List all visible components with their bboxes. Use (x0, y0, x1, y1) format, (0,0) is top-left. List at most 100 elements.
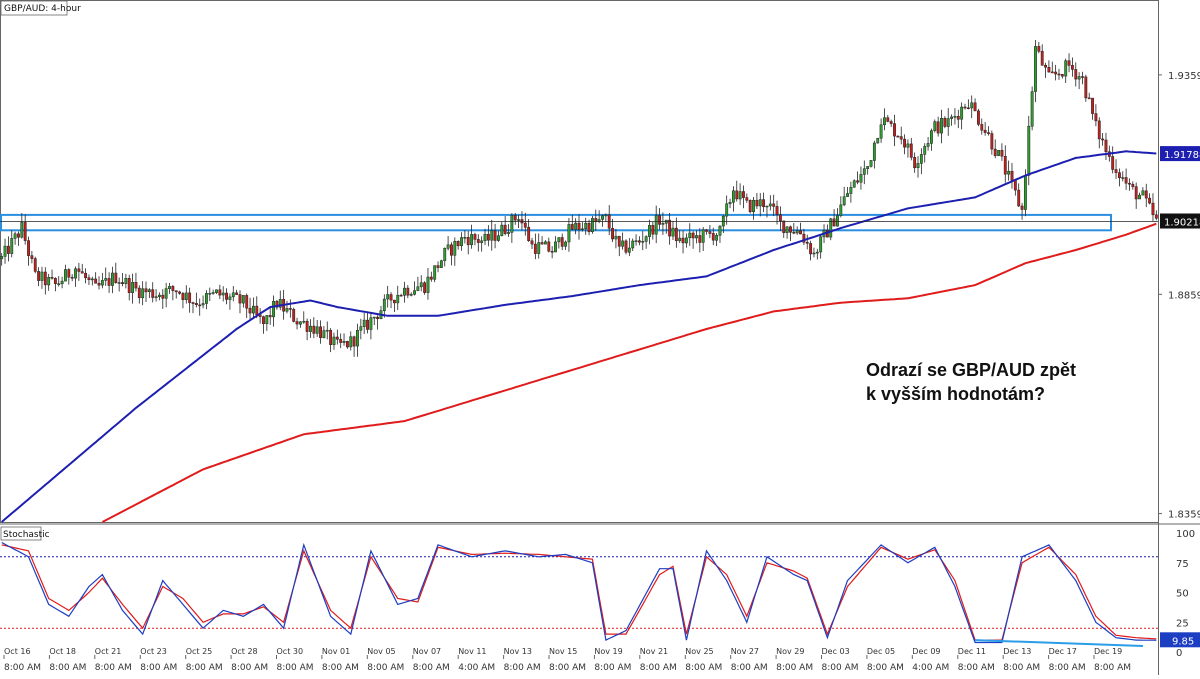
candle-body (936, 121, 940, 134)
candle-body (392, 299, 396, 304)
candle-body (560, 237, 564, 247)
candle (859, 166, 863, 190)
candle (235, 289, 239, 295)
time-tick-date: Nov 21 (640, 647, 668, 656)
candle (1057, 68, 1061, 80)
candle-body (748, 200, 752, 213)
candle (1077, 72, 1081, 90)
candle-body (43, 271, 47, 286)
candle-body (1117, 172, 1121, 179)
candle-body (60, 280, 64, 285)
candle-body (460, 237, 463, 247)
candle (930, 128, 933, 151)
candle-body (137, 287, 141, 299)
candle-body (396, 294, 400, 304)
support-zone[interactable] (0, 213, 1112, 232)
annotation-line-2: k vyšším hodnotám? (866, 384, 1046, 404)
price-axis[interactable]: 1.93592 1.88592 1.83592 1.91788 1.90218 (1158, 71, 1200, 521)
candle-body (893, 123, 896, 137)
time-tick-time: 8:00 AM (1094, 663, 1131, 673)
candle (846, 187, 849, 197)
candle (27, 236, 30, 266)
candle (473, 232, 477, 246)
candle (1074, 62, 1078, 87)
candle (154, 289, 158, 302)
candle-body (648, 225, 651, 237)
candle (161, 289, 165, 309)
candle-body (1023, 175, 1027, 210)
time-tick-date: Dec 17 (1049, 647, 1077, 656)
candle-body (1003, 156, 1007, 175)
candle (903, 134, 907, 155)
stochastic-panel: 100 75 50 25 09.85 (0, 529, 1200, 659)
candle-body (205, 293, 208, 304)
candle-body (990, 133, 994, 150)
candle (500, 222, 504, 237)
time-tick-date: Oct 21 (95, 647, 122, 656)
candle-body (211, 292, 215, 294)
candle-body (792, 231, 796, 234)
time-tick-date: Nov 07 (413, 647, 441, 656)
candle-body (930, 130, 933, 144)
stoch-title-box (0, 526, 42, 541)
time-tick-date: Dec 05 (867, 647, 895, 656)
candle (191, 301, 195, 314)
candle (564, 240, 568, 250)
candle (752, 197, 755, 220)
candle-body (540, 242, 544, 245)
candle-body (70, 276, 74, 279)
candle (1020, 202, 1024, 220)
candle (533, 233, 537, 260)
time-tick-time: 8:00 AM (49, 663, 86, 673)
candle (832, 209, 836, 227)
candle-body (201, 303, 205, 306)
candle (836, 208, 839, 227)
candle (124, 273, 128, 289)
candle (778, 206, 782, 231)
candle-body (84, 272, 88, 279)
candle (423, 281, 427, 295)
candle (772, 194, 776, 216)
candle-body (621, 240, 625, 247)
candle (121, 273, 124, 287)
time-tick-time: 8:00 AM (277, 663, 314, 673)
candle (362, 313, 366, 334)
candle (486, 225, 490, 247)
candle (1117, 168, 1121, 187)
candle (899, 126, 903, 145)
support-zone-rect[interactable] (0, 213, 1112, 232)
candle (426, 268, 430, 300)
candle (644, 235, 648, 249)
candle-body (731, 190, 735, 203)
candle-body (983, 129, 987, 133)
candle (409, 292, 413, 297)
candle-body (349, 336, 353, 348)
candle-body (1134, 186, 1138, 200)
stoch-tick-label: 50 (1176, 589, 1189, 600)
candle-body (601, 215, 604, 220)
candle-body (470, 234, 474, 246)
candle-body (74, 268, 77, 279)
candle (1134, 182, 1138, 209)
candle (429, 271, 433, 282)
candle (1000, 143, 1004, 161)
candle-body (738, 191, 742, 200)
candle-body (758, 199, 762, 207)
candle (1154, 210, 1158, 221)
candle (396, 285, 400, 310)
time-tick-date: Nov 13 (504, 647, 532, 656)
candle-body (369, 317, 373, 330)
candle-body (117, 282, 121, 284)
candle-body (453, 241, 457, 256)
candle (1131, 181, 1135, 190)
candle (560, 233, 564, 251)
time-axis[interactable]: Oct 16 8:00 AM Oct 18 8:00 AM Oct 21 8:00 AM O… (3, 647, 1131, 673)
candle (131, 273, 135, 304)
candle-body (1151, 202, 1155, 216)
candle (758, 193, 762, 217)
candle-body (701, 229, 705, 243)
candle (319, 320, 322, 344)
candle (70, 274, 74, 282)
candle-body (134, 282, 138, 289)
candle-body (221, 292, 225, 296)
